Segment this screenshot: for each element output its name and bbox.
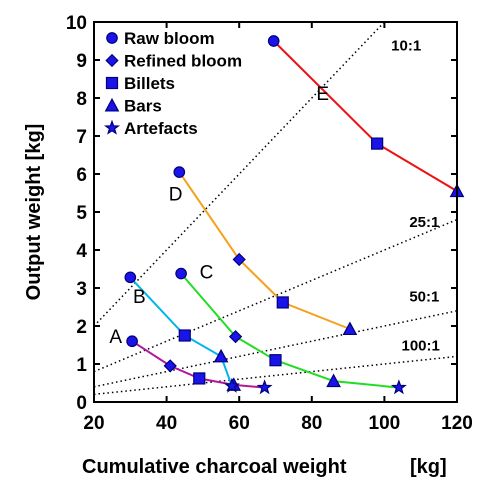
- legend-marker-star: [104, 119, 120, 135]
- data-point-C-5-star: [390, 379, 407, 395]
- ratio-label-10-1: 10:1: [391, 38, 421, 55]
- data-point-C-3-square: [269, 354, 282, 367]
- x-tick-label: 60: [229, 413, 250, 434]
- y-tick-label: 1: [76, 355, 87, 376]
- x-tick-label: 120: [441, 413, 473, 434]
- data-point-B-3-triangle: [213, 348, 229, 363]
- y-tick-label: 7: [76, 127, 87, 148]
- x-tick-label: 100: [369, 413, 401, 434]
- series-line-C: [180, 272, 399, 389]
- y-tick-label: 4: [76, 241, 87, 262]
- legend-label-star: Artefacts: [124, 119, 198, 138]
- ratio-label-25-1: 25:1: [409, 214, 439, 231]
- data-point-B-4-star: [224, 377, 240, 393]
- x-tick-label: 40: [156, 413, 177, 434]
- y-tick-label: 6: [76, 165, 87, 186]
- y-tick-label: 9: [76, 51, 87, 72]
- y-tick-label: 3: [76, 279, 87, 300]
- data-point-A-1-circle: [126, 335, 138, 348]
- y-tick-label: 2: [76, 317, 87, 338]
- data-point-B-1-circle: [124, 271, 137, 284]
- data-point-D-1-circle: [173, 166, 186, 178]
- series-label-E: E: [316, 84, 329, 105]
- legend-marker-diamond: [105, 53, 119, 68]
- x-axis-title: Cumulative charcoal weight: [82, 456, 347, 478]
- y-tick-label: 8: [76, 89, 87, 110]
- series-line-B: [129, 276, 233, 387]
- data-point-A-3-square: [193, 372, 206, 385]
- data-point-E-1-circle: [267, 35, 280, 47]
- series-label-D: D: [169, 185, 183, 206]
- legend-label-square: Billets: [124, 74, 175, 93]
- data-point-C-1-circle: [175, 267, 187, 280]
- data-point-A-2-diamond: [163, 359, 177, 373]
- data-point-A-5-star: [256, 379, 273, 395]
- series-line-E: [272, 40, 458, 192]
- ratio-label-50-1: 50:1: [409, 288, 439, 305]
- legend-marker-triangle: [104, 97, 120, 112]
- legend-label-diamond: Refined bloom: [124, 52, 242, 71]
- series-line-D: [178, 171, 351, 330]
- data-point-D-2-diamond: [232, 252, 246, 267]
- x-tick-label: 20: [83, 413, 104, 434]
- ratio-label-100-1: 100:1: [402, 338, 440, 355]
- data-point-D-4-triangle: [342, 321, 358, 336]
- x-tick-label: 80: [301, 413, 322, 434]
- legend-marker-square: [105, 76, 119, 90]
- data-point-C-2-diamond: [228, 330, 243, 344]
- y-tick-label: 0: [76, 393, 87, 414]
- y-tick-label: 5: [76, 203, 87, 224]
- data-point-D-3-square: [276, 296, 289, 309]
- y-tick-label: 10: [66, 13, 87, 34]
- x-axis-unit: [kg]: [410, 456, 447, 478]
- series-label-C: C: [200, 263, 214, 284]
- data-point-B-2-square: [178, 329, 191, 342]
- legend-label-triangle: Bars: [124, 97, 162, 116]
- legend-marker-circle: [106, 32, 118, 44]
- data-point-E-2-square: [371, 137, 384, 150]
- y-axis-title: Output weight [kg]: [23, 124, 45, 301]
- series-label-B: B: [133, 287, 146, 308]
- ratio-line-50-1: [94, 310, 457, 388]
- data-point-C-4-triangle: [326, 373, 341, 388]
- legend-label-circle: Raw bloom: [124, 29, 215, 48]
- series-label-A: A: [109, 327, 122, 348]
